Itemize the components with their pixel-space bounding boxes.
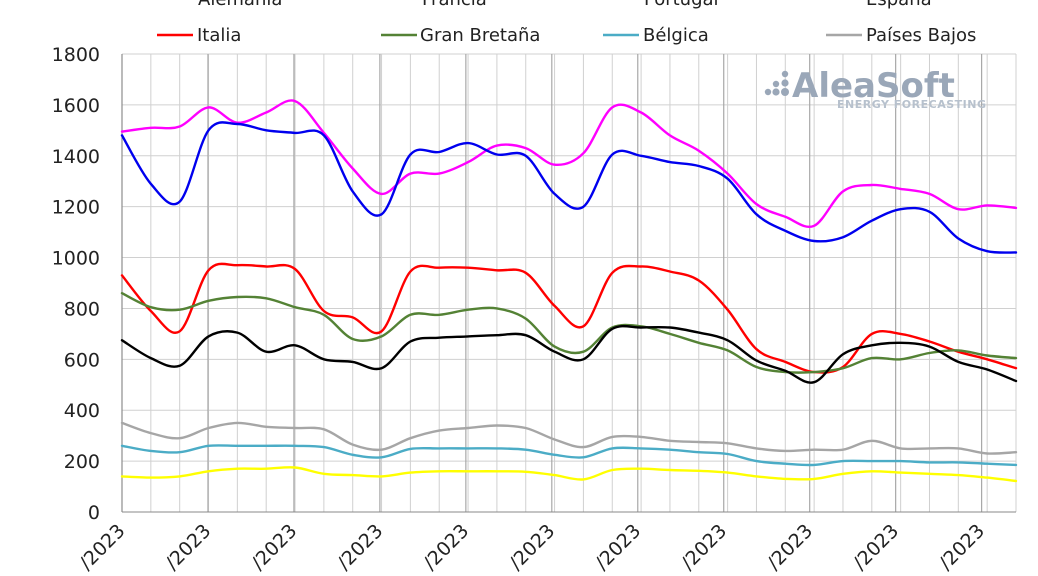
legend-label-belgica: Bélgica xyxy=(643,25,709,46)
series-line-alemania xyxy=(120,121,1018,254)
legend-bottom-row: Italia Gran Bretaña Bélgica Países Bajos xyxy=(157,25,976,46)
x-tick-label: /2023 xyxy=(505,520,559,574)
legend-label-italia: Italia xyxy=(197,25,241,46)
legend-label-gran-bretana: Gran Bretaña xyxy=(420,25,540,46)
series-line-portugal xyxy=(120,324,1018,384)
legend-label-espana: España xyxy=(866,0,932,10)
y-tick-label: 600 xyxy=(64,349,100,371)
legend-label-francia: Francia xyxy=(422,0,487,10)
x-tick-label: /2023 xyxy=(677,520,731,574)
legend-label-portugal: Portugal xyxy=(644,0,719,10)
aleasoft-logo: AleaSoft ENERGY FORECASTING xyxy=(764,66,986,111)
legend-label-paises-bajos: Países Bajos xyxy=(866,25,976,46)
y-tick-label: 400 xyxy=(64,400,100,422)
x-tick-label: /2023 xyxy=(591,520,645,574)
series-line-espana xyxy=(120,466,1018,483)
y-tick-label: 1800 xyxy=(52,44,100,66)
x-tick-label: /2023 xyxy=(849,520,903,574)
y-tick-label: 1200 xyxy=(52,197,100,219)
x-axis-ticks: /2023/2023/2023/2023/2023/2023/2023/2023… xyxy=(75,520,989,574)
grid xyxy=(121,53,1017,513)
logo-dots-icon xyxy=(764,70,789,96)
series-line-italia xyxy=(120,262,1018,374)
x-tick-label: /2023 xyxy=(935,520,989,574)
y-axis-ticks: 0 200 400 600 800 1000 1200 1400 1600 1800 xyxy=(52,44,100,524)
logo-text: AleaSoft xyxy=(792,66,955,106)
y-tick-label: 1600 xyxy=(52,95,100,117)
legend-top-partial: Alemania Francia Portugal España xyxy=(198,0,932,10)
x-tick-label: /2023 xyxy=(333,520,387,574)
x-tick-label: /2023 xyxy=(161,520,215,574)
series-line-francia xyxy=(120,99,1018,228)
x-tick-label: /2023 xyxy=(763,520,817,574)
y-tick-label: 800 xyxy=(64,298,100,320)
x-tick-label: /2023 xyxy=(75,520,129,574)
logo-subtitle: ENERGY FORECASTING xyxy=(837,98,986,111)
y-tick-label: 1400 xyxy=(52,146,100,168)
x-tick-label: /2023 xyxy=(247,520,301,574)
x-tick-label: /2023 xyxy=(419,520,473,574)
y-tick-label: 0 xyxy=(88,502,100,524)
legend-label-alemania: Alemania xyxy=(198,0,282,10)
y-tick-label: 1000 xyxy=(52,248,100,270)
series-line-belgica xyxy=(120,444,1018,467)
series-line-gran-bretana xyxy=(120,292,1018,374)
y-tick-label: 200 xyxy=(64,451,100,473)
series-lines xyxy=(120,99,1018,483)
series-line-paises-bajos xyxy=(120,421,1018,455)
